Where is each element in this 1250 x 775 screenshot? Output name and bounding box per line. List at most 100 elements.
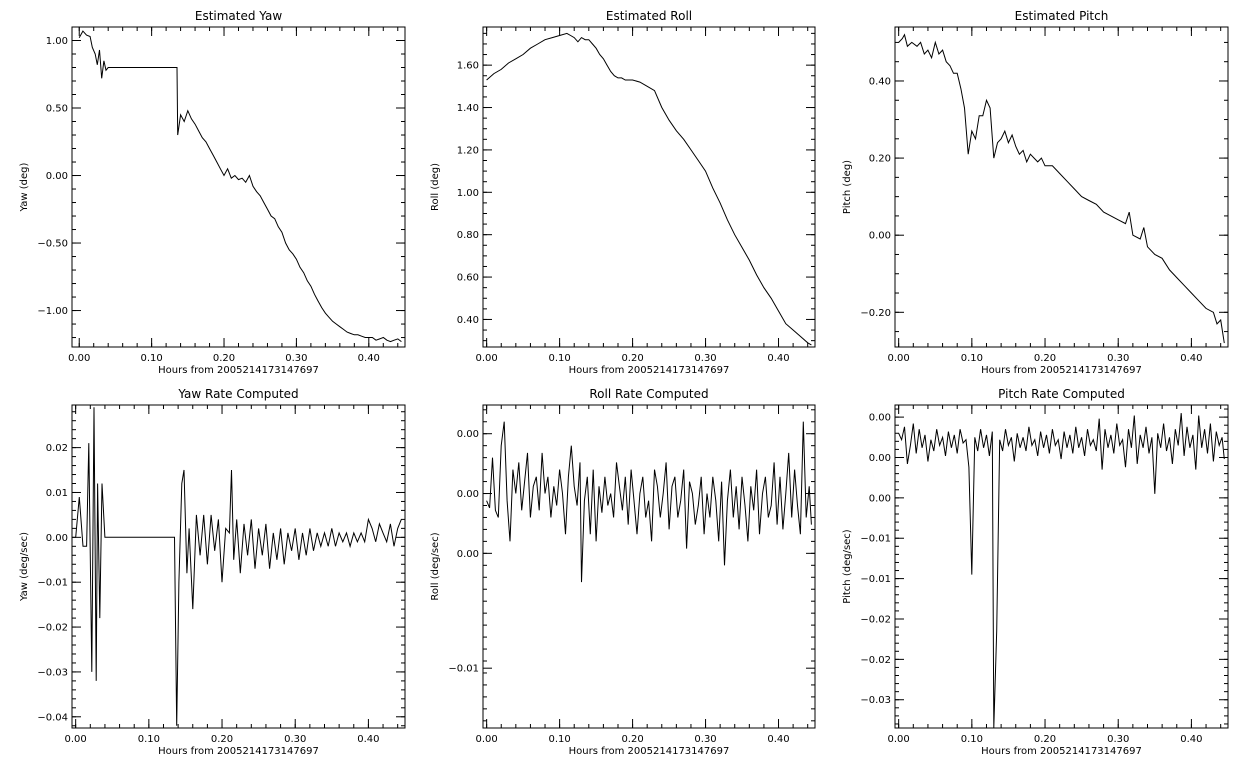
- roll-rate-y-axis-label: Roll (deg/sec): [430, 532, 441, 600]
- estimated-roll-x-tick-label: 0.10: [548, 353, 570, 364]
- roll-rate-chart: Roll Rate Computed 0.00 0.10 0.20 0.30 0.40 0.…: [430, 387, 816, 757]
- estimated-roll-plot-frame: [482, 26, 816, 348]
- estimated-roll-title: Estimated Roll: [606, 9, 692, 23]
- estimated-yaw-y-axis-label: Yaw (deg): [19, 162, 30, 212]
- estimated-pitch-y-tick-label: 0.00: [869, 231, 891, 242]
- estimated-roll-chart: Estimated Roll 0.00 0.10 0.20 0.30 0.40 1.60 1.…: [430, 9, 816, 376]
- yaw-rate-y-tick-label: 0.02: [46, 443, 68, 454]
- estimated-roll-y-tick-label: 1.00: [457, 188, 479, 199]
- yaw-rate-x-tick-label: 0.30: [284, 734, 306, 745]
- pitch-rate-chart: Pitch Rate Computed 0.00 0.10 0.20 0.30 0.40 0…: [842, 387, 1229, 757]
- estimated-yaw-x-tick-label: 0.30: [285, 353, 307, 364]
- pitch-rate-x-axis-label: Hours from 2005214173147697: [981, 746, 1142, 757]
- estimated-yaw-title: Estimated Yaw: [195, 9, 282, 23]
- pitch-rate-y-tick-label: 0.00: [869, 413, 891, 424]
- roll-rate-y-tick-label: 0.00: [457, 429, 479, 440]
- pitch-rate-y-tick-label: −0.01: [860, 574, 891, 585]
- estimated-roll-y-axis-label: Roll (deg): [430, 163, 441, 211]
- estimated-pitch-y-tick-label: 0.40: [869, 76, 891, 87]
- pitch-rate-y-tick-label: −0.01: [860, 534, 891, 545]
- estimated-pitch-plot-frame: [894, 26, 1229, 348]
- estimated-pitch-x-tick-label: 0.10: [961, 353, 983, 364]
- yaw-rate-x-axis-label: Hours from 2005214173147697: [158, 746, 319, 757]
- estimated-pitch-chart: Estimated Pitch 0.00 0.10 0.20 0.30 0.40 0.40 0…: [842, 9, 1229, 376]
- pitch-rate-x-tick-label: 0.40: [1180, 734, 1202, 745]
- roll-rate-y-tick-label: 0.00: [457, 489, 479, 500]
- roll-rate-x-tick-label: 0.20: [621, 734, 643, 745]
- estimated-roll-x-tick-label: 0.20: [621, 353, 643, 364]
- roll-rate-x-tick-label: 0.30: [694, 734, 716, 745]
- estimated-pitch-x-tick-label: 0.00: [888, 353, 910, 364]
- pitch-rate-x-tick-label: 0.30: [1107, 734, 1129, 745]
- estimated-yaw-series-line: [78, 30, 402, 343]
- estimated-yaw-y-tick-label: 1.00: [46, 36, 68, 47]
- yaw-rate-x-tick-label: 0.20: [211, 734, 233, 745]
- roll-rate-x-axis-label: Hours from 2005214173147697: [569, 746, 730, 757]
- estimated-pitch-y-tick-label: 0.20: [869, 154, 891, 165]
- yaw-rate-plot-frame: [71, 404, 406, 729]
- estimated-pitch-y-tick-label: −0.20: [860, 308, 891, 319]
- estimated-roll-x-tick-label: 0.40: [767, 353, 789, 364]
- estimated-pitch-x-tick-label: 0.30: [1107, 353, 1129, 364]
- estimated-pitch-title: Estimated Pitch: [1015, 9, 1109, 23]
- estimated-yaw-x-tick-label: 0.40: [358, 353, 380, 364]
- yaw-rate-y-axis-label: Yaw (deg/sec): [19, 532, 30, 602]
- estimated-yaw-y-tick-label: 0.50: [46, 104, 68, 115]
- yaw-rate-y-tick-label: −0.02: [37, 623, 68, 634]
- estimated-roll-y-tick-label: 1.40: [457, 103, 479, 114]
- estimated-yaw-y-tick-label: −0.50: [37, 239, 68, 250]
- estimated-yaw-x-tick-label: 0.00: [68, 353, 90, 364]
- pitch-rate-y-tick-label: −0.02: [860, 614, 891, 625]
- yaw-rate-x-tick-label: 0.10: [138, 734, 160, 745]
- estimated-roll-x-axis-label: Hours from 2005214173147697: [569, 365, 730, 376]
- estimated-roll-y-tick-label: 0.60: [457, 273, 479, 284]
- pitch-rate-x-tick-label: 0.10: [961, 734, 983, 745]
- roll-rate-y-tick-label: −0.01: [448, 664, 479, 675]
- estimated-yaw-x-tick-label: 0.10: [140, 353, 162, 364]
- estimated-pitch-x-tick-label: 0.40: [1180, 353, 1202, 364]
- yaw-rate-series-line: [75, 407, 402, 726]
- estimated-yaw-x-axis-label: Hours from 2005214173147697: [158, 365, 319, 376]
- roll-rate-title: Roll Rate Computed: [589, 387, 708, 401]
- pitch-rate-series-line: [898, 413, 1225, 729]
- yaw-rate-y-tick-label: 0.01: [46, 488, 68, 499]
- yaw-rate-x-tick-label: 0.40: [357, 734, 379, 745]
- pitch-rate-y-tick-label: −0.02: [860, 655, 891, 666]
- roll-rate-plot-frame: [482, 404, 816, 729]
- estimated-yaw-y-tick-label: 0.00: [46, 171, 68, 182]
- estimated-pitch-x-tick-label: 0.20: [1034, 353, 1056, 364]
- estimated-roll-series-line: [486, 32, 812, 346]
- roll-rate-x-tick-label: 0.40: [767, 734, 789, 745]
- estimated-roll-x-tick-label: 0.30: [694, 353, 716, 364]
- pitch-rate-y-axis-label: Pitch (deg/sec): [842, 529, 853, 604]
- estimated-roll-x-tick-label: 0.00: [476, 353, 498, 364]
- pitch-rate-y-tick-label: −0.03: [860, 695, 891, 706]
- estimated-yaw-x-tick-label: 0.20: [213, 353, 235, 364]
- yaw-rate-x-tick-label: 0.00: [65, 734, 87, 745]
- yaw-rate-y-tick-label: −0.04: [37, 712, 68, 723]
- yaw-rate-y-tick-label: −0.01: [37, 578, 68, 589]
- pitch-rate-x-tick-label: 0.20: [1034, 734, 1056, 745]
- pitch-rate-x-tick-label: 0.00: [888, 734, 910, 745]
- estimated-pitch-x-axis-label: Hours from 2005214173147697: [981, 365, 1142, 376]
- estimated-roll-y-tick-label: 1.20: [457, 145, 479, 156]
- roll-rate-x-tick-label: 0.00: [476, 734, 498, 745]
- estimated-roll-y-tick-label: 1.60: [457, 61, 479, 72]
- roll-rate-y-tick-label: 0.00: [457, 549, 479, 560]
- roll-rate-x-tick-label: 0.10: [548, 734, 570, 745]
- estimated-yaw-chart: Estimated Yaw 0.00 0.10 0.20 0.30 0.40 1.00 0.5…: [19, 9, 406, 376]
- estimated-roll-y-tick-label: 0.40: [457, 315, 479, 326]
- estimated-roll-y-tick-label: 0.80: [457, 230, 479, 241]
- yaw-rate-y-tick-label: 0.00: [46, 533, 68, 544]
- pitch-rate-y-tick-label: 0.00: [869, 453, 891, 464]
- pitch-rate-title: Pitch Rate Computed: [998, 387, 1125, 401]
- yaw-rate-chart: Yaw Rate Computed 0.00 0.10 0.20 0.30 0.40 0.0…: [19, 387, 406, 757]
- estimated-pitch-series-line: [898, 33, 1225, 344]
- yaw-rate-title: Yaw Rate Computed: [177, 387, 298, 401]
- roll-rate-series-line: [486, 421, 812, 583]
- pitch-rate-plot-frame: [894, 404, 1229, 729]
- estimated-yaw-y-tick-label: −1.00: [37, 306, 68, 317]
- pitch-rate-y-tick-label: 0.00: [869, 493, 891, 504]
- yaw-rate-y-tick-label: −0.03: [37, 667, 68, 678]
